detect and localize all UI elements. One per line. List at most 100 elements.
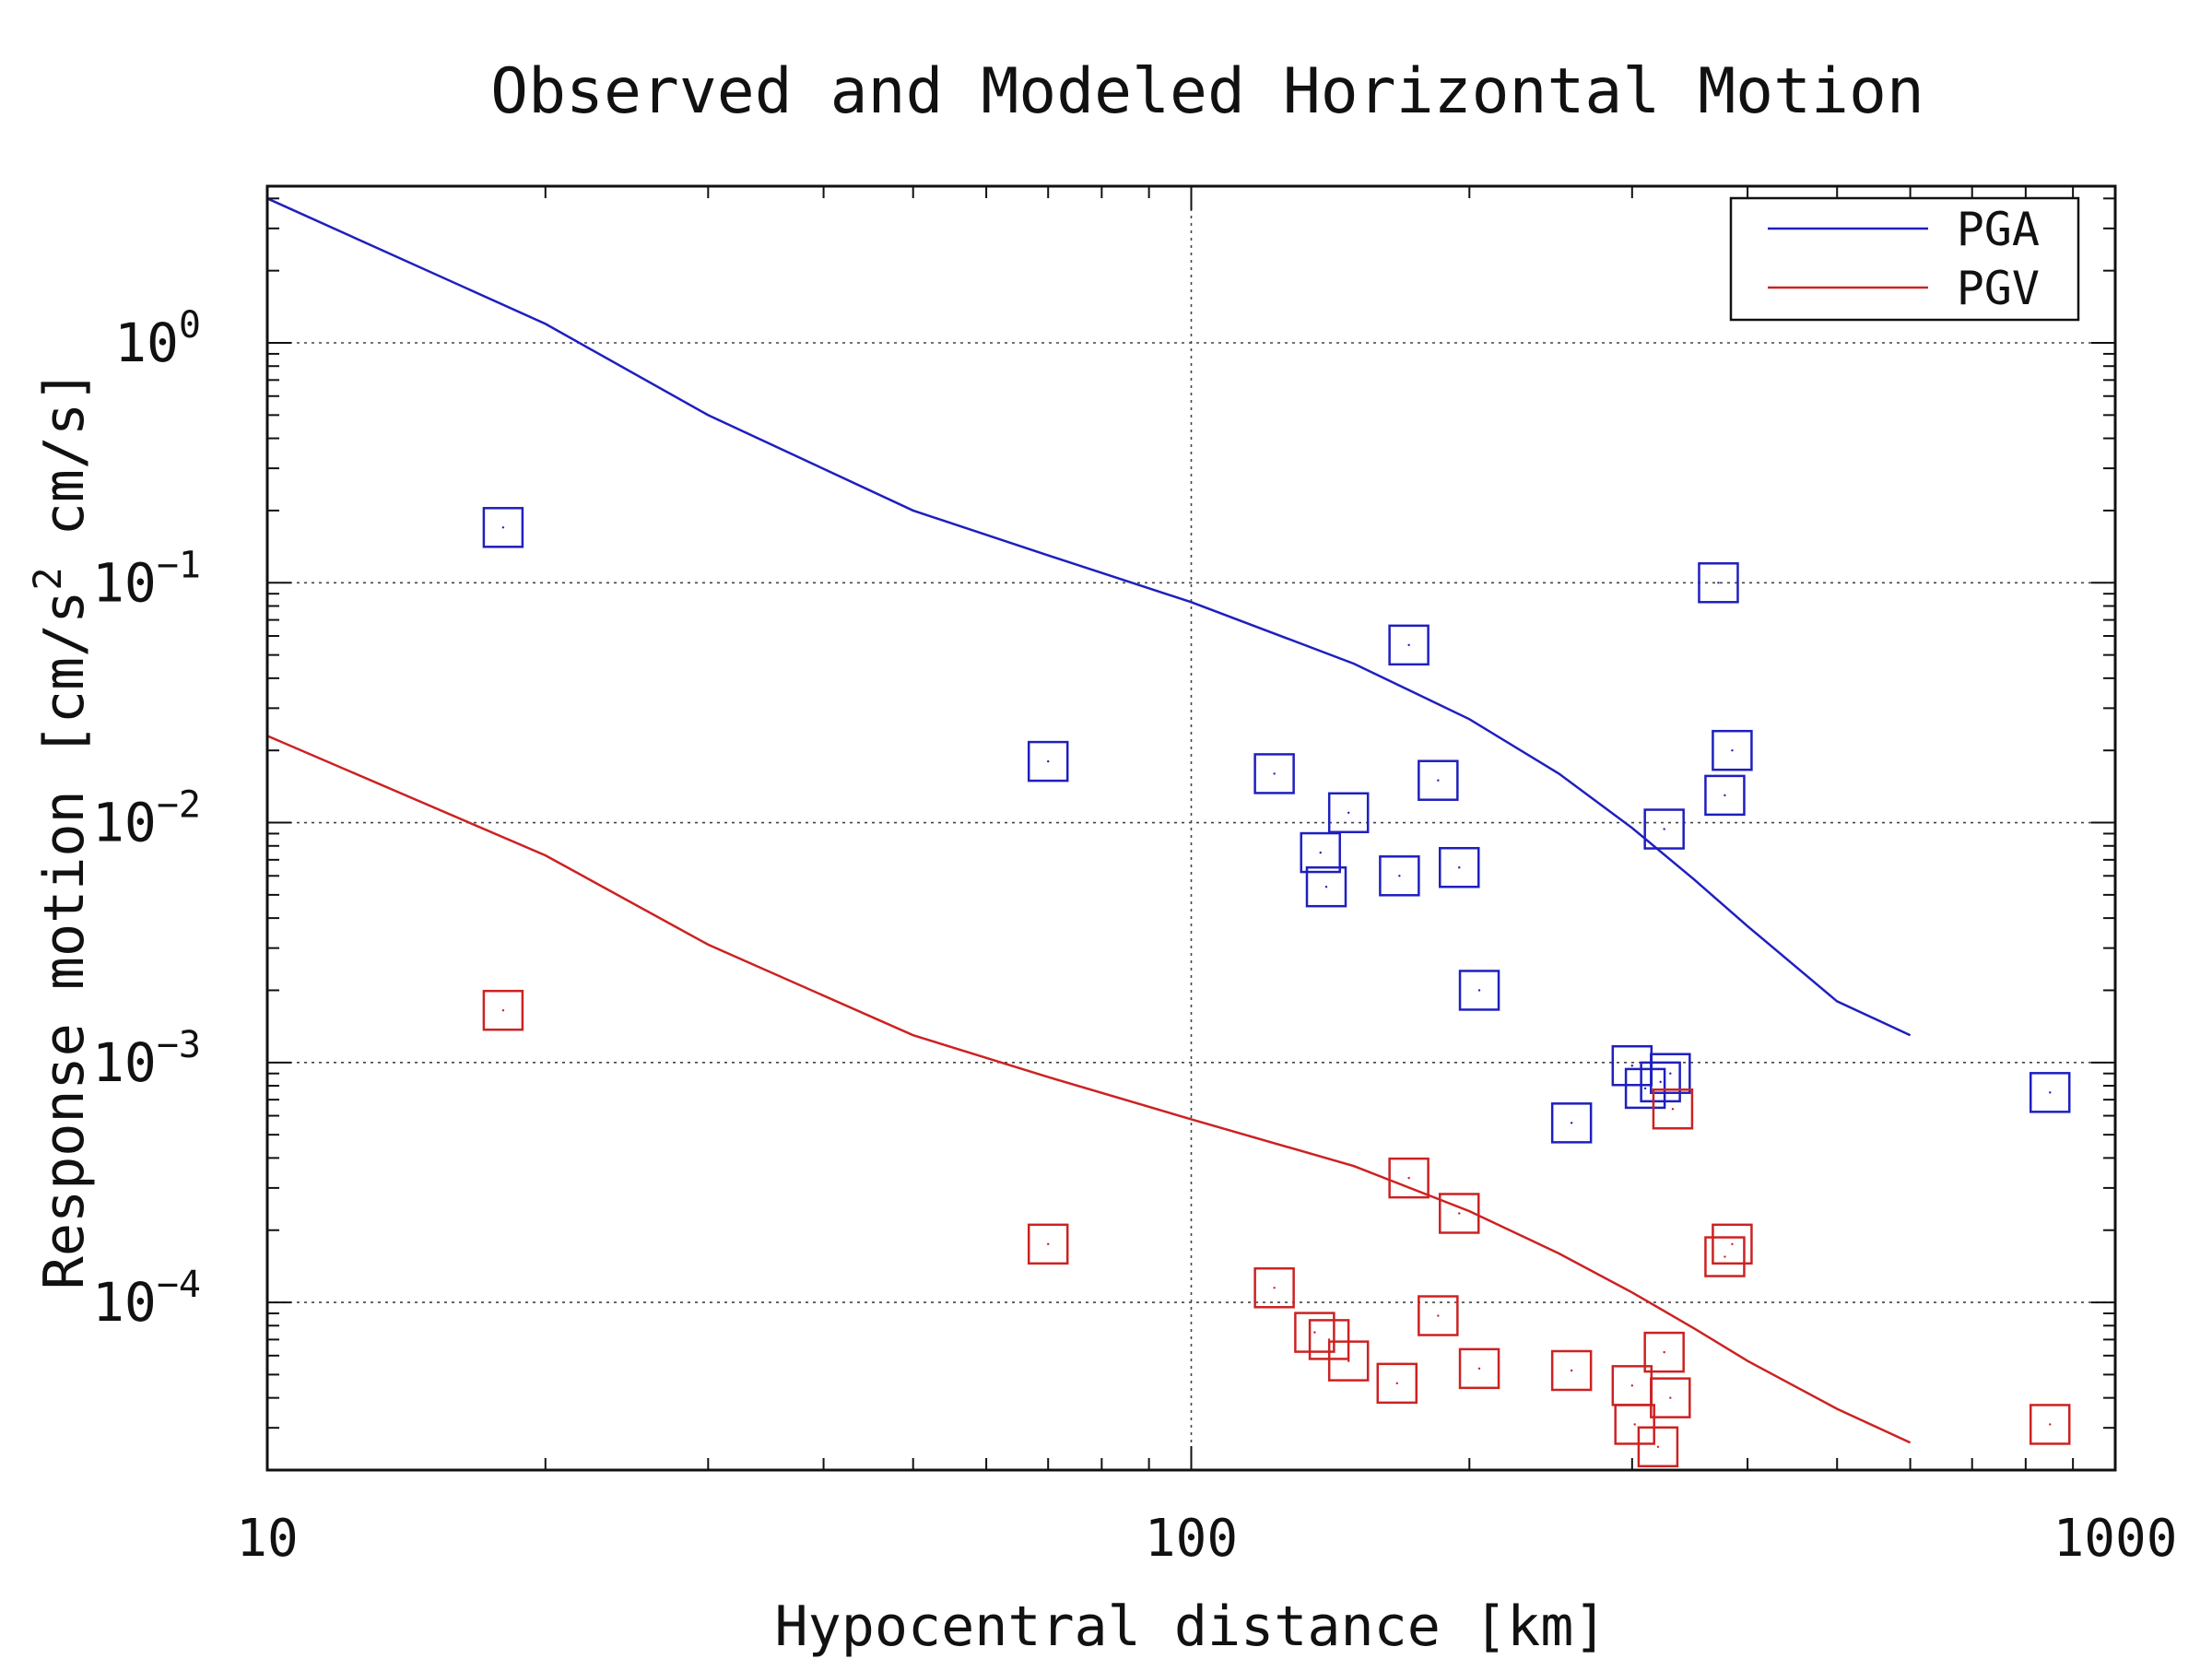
- data-point-dot-pgv: [1458, 1212, 1461, 1215]
- data-point-dot-pga: [1643, 1087, 1647, 1090]
- x-axis-label: Hypocentral distance [km]: [774, 1594, 1606, 1659]
- data-point-pgv: [1253, 1267, 1295, 1309]
- data-point-dot-pgv: [1047, 1242, 1050, 1246]
- data-point-dot-pga: [501, 526, 505, 529]
- data-point-dot-pga: [1477, 989, 1481, 992]
- data-point-dot-pga: [1407, 643, 1410, 647]
- plot-series: [266, 197, 2071, 1468]
- series-line-pgv: [266, 735, 1912, 1444]
- data-point-pgv: [1637, 1426, 1679, 1468]
- data-point-pga: [1458, 970, 1500, 1011]
- data-point-dot-pgv: [1656, 1445, 1660, 1448]
- data-point-pga: [1305, 865, 1347, 908]
- data-point-dot-pga: [1731, 748, 1734, 752]
- data-point-dot-pgv: [1669, 1396, 1672, 1399]
- data-point-pga: [1027, 740, 1069, 782]
- data-point-dot-pga: [2049, 1091, 2052, 1094]
- data-point-dot-pga: [1437, 779, 1440, 782]
- data-point-dot-pga: [1659, 1080, 1662, 1084]
- data-point-dot-pgv: [1313, 1331, 1316, 1334]
- data-point-pga: [2029, 1072, 2071, 1113]
- data-point-dot-pgv: [1327, 1338, 1331, 1341]
- data-point-pga: [1624, 1067, 1666, 1110]
- y-axis-label-tail: cm/s]: [32, 370, 97, 536]
- data-point-pga: [1704, 774, 1746, 817]
- data-point-dot-pga: [1717, 582, 1720, 584]
- data-point-pga: [1300, 831, 1341, 874]
- x-tick-label: 1000: [2053, 1509, 2178, 1569]
- data-point-dot-pga: [1570, 1122, 1573, 1124]
- chart-title: Observed and Modeled Horizontal Motion: [490, 55, 1924, 128]
- data-point-pgv: [2029, 1404, 2071, 1445]
- data-point-dot-pga: [1724, 794, 1726, 797]
- data-point-dot-pga: [1669, 1072, 1672, 1075]
- data-point-dot-pgv: [1347, 1359, 1350, 1362]
- legend-label-pga: PGA: [1957, 203, 2040, 256]
- data-point-pgv: [1027, 1223, 1069, 1265]
- data-point-dot-pgv: [1570, 1369, 1573, 1372]
- x-tick-labels: 10 100 1000: [236, 1509, 2177, 1569]
- data-point-dot-pga: [1324, 885, 1328, 888]
- data-point-pga: [1640, 1061, 1681, 1103]
- y-tick-label: 10−3: [92, 1024, 201, 1094]
- data-point-dot-pga: [1630, 1065, 1634, 1067]
- data-point-pgv: [1650, 1377, 1691, 1418]
- plot-frame: [265, 184, 2117, 1472]
- data-point-pgv: [1458, 1347, 1500, 1390]
- data-point-pgv: [1388, 1157, 1430, 1199]
- legend-box: [1729, 196, 2080, 322]
- series-line-pga: [266, 197, 1912, 1037]
- y-tick-label: 10−4: [92, 1264, 201, 1334]
- grid: [267, 186, 2115, 1470]
- data-point-dot-pga: [1319, 851, 1322, 854]
- data-point-pga: [482, 507, 524, 548]
- data-point-pgv: [1643, 1331, 1685, 1373]
- data-point-dot-pgv: [1731, 1242, 1734, 1246]
- y-axis-label-sup: 2: [25, 567, 70, 590]
- data-point-dot-pgv: [1630, 1384, 1634, 1387]
- data-point-dot-pga: [1663, 828, 1665, 830]
- data-point-pgv: [1652, 1088, 1694, 1130]
- data-point-pga: [1698, 562, 1739, 604]
- legend: PGA PGV: [1729, 196, 2080, 322]
- data-point-dot-pga: [1347, 811, 1350, 814]
- data-point-pgv: [1439, 1193, 1480, 1234]
- data-point-dot-pgv: [1407, 1176, 1410, 1180]
- data-point-dot-pga: [1273, 772, 1276, 775]
- data-point-dot-pgv: [1437, 1314, 1440, 1317]
- data-point-pga: [1253, 753, 1295, 794]
- y-tick-label: 10−1: [92, 544, 201, 614]
- data-point-pgv: [1614, 1404, 1655, 1445]
- y-tick-label: 100: [114, 304, 201, 374]
- y-tick-label: 10−2: [92, 784, 201, 854]
- data-point-pgv: [1294, 1312, 1335, 1353]
- legend-label-pgv: PGV: [1957, 262, 2040, 315]
- data-point-pga: [1550, 1102, 1593, 1144]
- data-point-pgv: [1376, 1362, 1418, 1405]
- data-point-pgv: [1327, 1340, 1370, 1382]
- data-point-pgv: [1550, 1349, 1593, 1392]
- data-point-pga: [1327, 792, 1370, 834]
- data-point-dot-pgv: [1273, 1287, 1276, 1289]
- data-point-pga: [1650, 1053, 1691, 1094]
- data-point-pgv: [482, 989, 524, 1031]
- data-point-pga: [1712, 729, 1753, 771]
- data-point-dot-pgv: [501, 1009, 505, 1012]
- data-point-pga: [1643, 808, 1685, 850]
- data-point-pga: [1379, 855, 1420, 897]
- data-point-dot-pgv: [1395, 1382, 1398, 1385]
- axis-ticks: [266, 186, 2116, 1471]
- data-point-pgv: [1712, 1223, 1753, 1265]
- data-point-dot-pgv: [1663, 1350, 1665, 1354]
- data-point-dot-pga: [1398, 875, 1401, 877]
- data-point-dot-pgv: [2049, 1423, 2052, 1426]
- y-tick-labels: 100 10−1 10−2 10−3 10−4: [92, 304, 201, 1334]
- y-axis-label-main: Response motion [cm/s: [32, 591, 97, 1290]
- data-point-pga: [1439, 846, 1480, 888]
- data-point-dot-pgv: [1633, 1423, 1636, 1426]
- data-point-pgv: [1704, 1236, 1746, 1277]
- x-tick-label: 10: [236, 1509, 298, 1569]
- data-point-pga: [1388, 624, 1430, 666]
- x-tick-label: 100: [1145, 1509, 1238, 1569]
